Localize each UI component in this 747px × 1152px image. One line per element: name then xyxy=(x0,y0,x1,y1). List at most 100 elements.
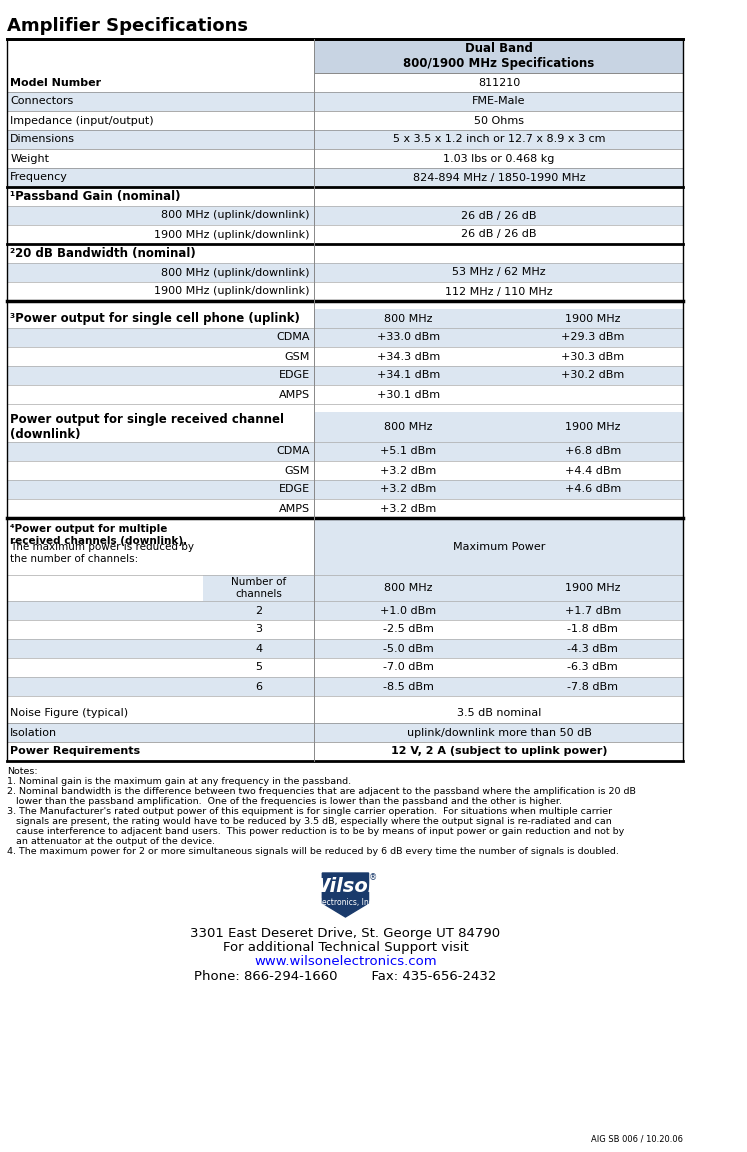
Text: +30.1 dBm: +30.1 dBm xyxy=(376,389,440,400)
Text: GSM: GSM xyxy=(285,465,310,476)
Text: 800 MHz: 800 MHz xyxy=(384,313,433,324)
Text: -7.0 dBm: -7.0 dBm xyxy=(383,662,434,673)
Bar xyxy=(203,677,314,696)
Bar xyxy=(7,309,314,328)
Text: 2: 2 xyxy=(255,606,262,615)
Bar xyxy=(314,111,684,130)
Bar xyxy=(7,282,314,301)
Bar xyxy=(502,499,684,518)
Text: Number of
channels: Number of channels xyxy=(232,577,287,599)
Text: Isolation: Isolation xyxy=(10,728,58,737)
Bar xyxy=(7,168,314,187)
Bar xyxy=(314,130,684,149)
Bar xyxy=(314,168,684,187)
Text: 3.5 dB nominal: 3.5 dB nominal xyxy=(456,708,541,719)
Bar xyxy=(7,575,203,601)
Text: 1900 MHz: 1900 MHz xyxy=(565,583,621,593)
Bar xyxy=(7,704,314,723)
Text: -4.3 dBm: -4.3 dBm xyxy=(568,644,619,653)
Bar xyxy=(502,347,684,366)
Text: lower than the passband amplification.  One of the frequencies is lower than the: lower than the passband amplification. O… xyxy=(7,797,562,806)
Text: 5: 5 xyxy=(255,662,262,673)
Bar xyxy=(7,39,314,73)
Text: ²20 dB Bandwidth (nominal): ²20 dB Bandwidth (nominal) xyxy=(10,247,196,260)
Text: +3.2 dBm: +3.2 dBm xyxy=(380,465,436,476)
Text: Noise Figure (typical): Noise Figure (typical) xyxy=(10,708,128,719)
Bar xyxy=(7,225,314,244)
Bar xyxy=(7,742,314,761)
Text: Electronics, Inc.: Electronics, Inc. xyxy=(315,897,376,907)
Bar xyxy=(314,658,502,677)
Text: EDGE: EDGE xyxy=(279,371,310,380)
Bar xyxy=(314,575,502,601)
Bar xyxy=(203,575,314,601)
Text: 1900 MHz: 1900 MHz xyxy=(565,422,621,432)
Bar xyxy=(7,658,203,677)
Text: -2.5 dBm: -2.5 dBm xyxy=(383,624,434,635)
Text: +30.2 dBm: +30.2 dBm xyxy=(561,371,624,380)
Text: 3301 East Deseret Drive, St. George UT 84790: 3301 East Deseret Drive, St. George UT 8… xyxy=(190,927,500,940)
Bar xyxy=(314,366,502,385)
Text: 800 MHz (uplink/downlink): 800 MHz (uplink/downlink) xyxy=(161,211,310,220)
Bar xyxy=(314,73,684,92)
Text: 112 MHz / 110 MHz: 112 MHz / 110 MHz xyxy=(445,287,553,296)
Text: +6.8 dBm: +6.8 dBm xyxy=(565,447,621,456)
Bar xyxy=(502,309,684,328)
Text: 1900 MHz (uplink/downlink): 1900 MHz (uplink/downlink) xyxy=(155,287,310,296)
Text: Wilson: Wilson xyxy=(309,878,382,896)
Bar xyxy=(502,518,684,575)
Bar xyxy=(314,639,502,658)
Text: +34.3 dBm: +34.3 dBm xyxy=(376,351,440,362)
Text: Impedance (input/output): Impedance (input/output) xyxy=(10,115,154,126)
Bar xyxy=(7,206,314,225)
Text: CDMA: CDMA xyxy=(276,333,310,342)
Text: cause interference to adjacent band users.  This power reduction is to be by mea: cause interference to adjacent band user… xyxy=(7,827,624,836)
Bar xyxy=(314,328,502,347)
Text: 4: 4 xyxy=(255,644,262,653)
Text: +1.7 dBm: +1.7 dBm xyxy=(565,606,621,615)
Bar xyxy=(502,658,684,677)
Bar xyxy=(314,499,502,518)
Bar xyxy=(502,442,684,461)
Text: +4.4 dBm: +4.4 dBm xyxy=(565,465,621,476)
Text: 3: 3 xyxy=(255,624,262,635)
Bar xyxy=(502,328,684,347)
Bar xyxy=(7,639,203,658)
Text: 1. Nominal gain is the maximum gain at any frequency in the passband.: 1. Nominal gain is the maximum gain at a… xyxy=(7,776,352,786)
Text: +5.1 dBm: +5.1 dBm xyxy=(380,447,436,456)
Text: 811210: 811210 xyxy=(478,77,520,88)
Bar xyxy=(7,73,314,92)
Bar xyxy=(7,677,203,696)
Text: 53 MHz / 62 MHz: 53 MHz / 62 MHz xyxy=(452,267,546,278)
Bar xyxy=(314,92,684,111)
Text: 1.03 lbs or 0.468 kg: 1.03 lbs or 0.468 kg xyxy=(443,153,554,164)
Text: 800 MHz (uplink/downlink): 800 MHz (uplink/downlink) xyxy=(161,267,310,278)
Bar xyxy=(314,206,684,225)
Text: Notes:: Notes: xyxy=(7,767,38,776)
Text: AMPS: AMPS xyxy=(279,389,310,400)
Bar xyxy=(7,92,314,111)
Text: +3.2 dBm: +3.2 dBm xyxy=(380,503,436,514)
Bar xyxy=(7,480,314,499)
Text: signals are present, the rating would have to be reduced by 3.5 dB, especially w: signals are present, the rating would ha… xyxy=(7,817,612,826)
Bar xyxy=(502,639,684,658)
Bar xyxy=(7,442,314,461)
Text: ³Power output for single cell phone (uplink): ³Power output for single cell phone (upl… xyxy=(10,312,300,325)
Bar xyxy=(314,39,684,73)
Bar xyxy=(7,404,684,412)
Text: -1.8 dBm: -1.8 dBm xyxy=(568,624,619,635)
Bar xyxy=(7,723,314,742)
Text: +4.6 dBm: +4.6 dBm xyxy=(565,485,621,494)
Bar xyxy=(7,696,684,704)
Bar xyxy=(314,677,502,696)
Text: uplink/downlink more than 50 dB: uplink/downlink more than 50 dB xyxy=(406,728,592,737)
Text: -6.3 dBm: -6.3 dBm xyxy=(568,662,619,673)
Bar xyxy=(314,620,502,639)
Text: +30.3 dBm: +30.3 dBm xyxy=(561,351,624,362)
Text: Phone: 866-294-1660        Fax: 435-656-2432: Phone: 866-294-1660 Fax: 435-656-2432 xyxy=(194,970,497,983)
Text: 26 dB / 26 dB: 26 dB / 26 dB xyxy=(461,229,536,240)
Bar xyxy=(502,575,684,601)
Text: 4. The maximum power for 2 or more simultaneous signals will be reduced by 6 dB : 4. The maximum power for 2 or more simul… xyxy=(7,847,619,856)
Bar xyxy=(314,385,502,404)
Bar xyxy=(314,412,502,442)
